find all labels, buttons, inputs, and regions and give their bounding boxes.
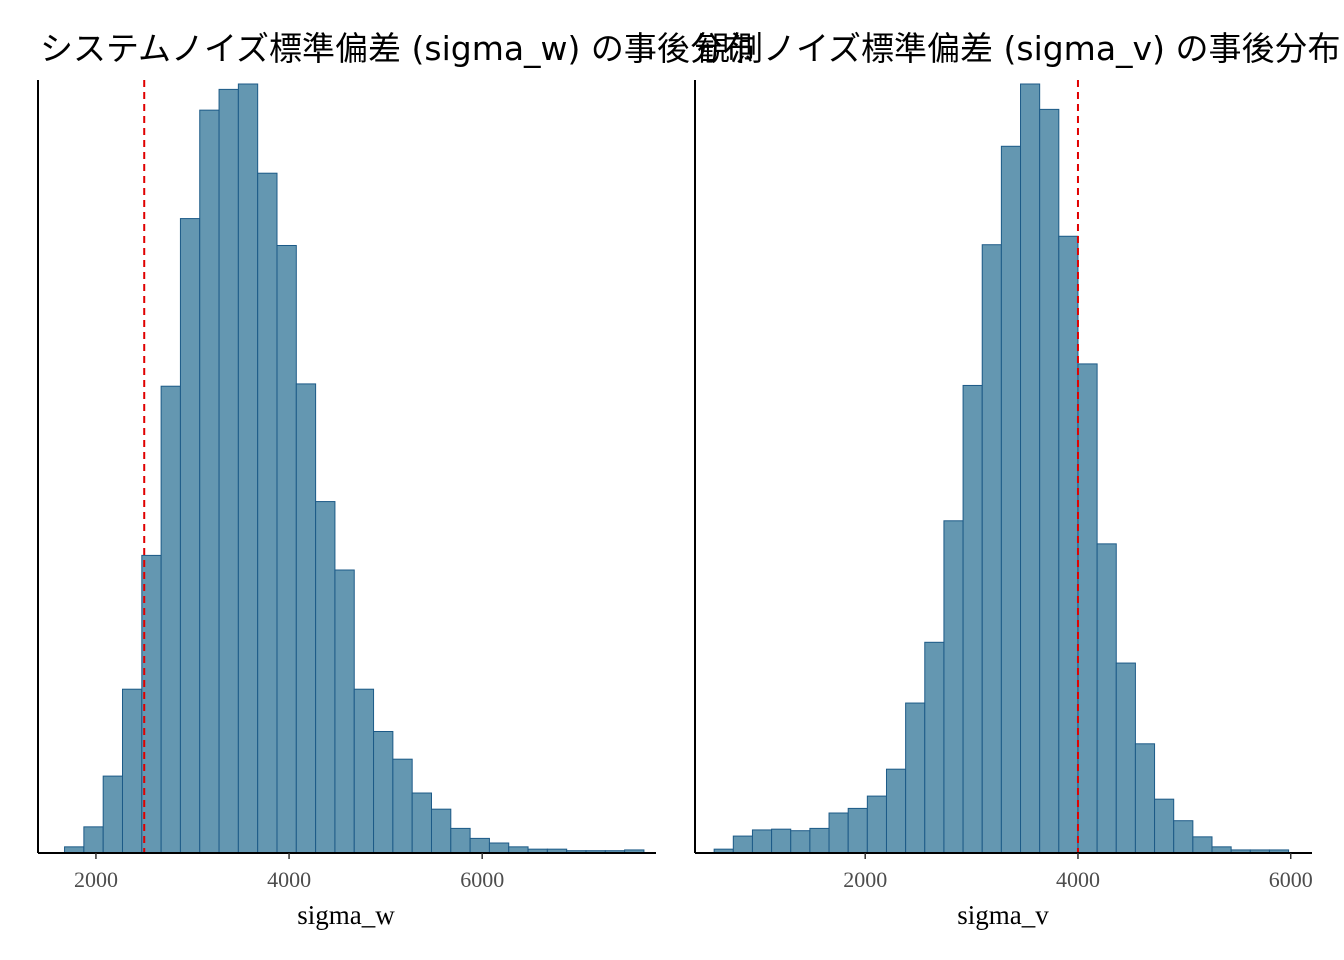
sigma-w-histogram-bar xyxy=(199,109,220,854)
sigma-v-x-ticks: 2000 4000 6000 xyxy=(843,853,1313,892)
sigma-w-x-tick-label: 6000 xyxy=(460,867,504,892)
sigma-w-histogram-bar xyxy=(160,385,181,854)
sigma-v-histogram-bar xyxy=(1000,145,1022,854)
sigma-w-histogram-bar xyxy=(315,501,336,854)
sigma-v-histogram-bar xyxy=(943,520,964,854)
sigma-w-histogram-bar xyxy=(411,792,432,854)
sigma-v-histogram-bar xyxy=(809,827,830,854)
sigma-w-histogram-bar xyxy=(102,775,123,854)
sigma-w-histogram-panel: システムノイズ標準偏差 (sigma_w) の事後分布 2000 4000 6000… xyxy=(37,29,756,930)
sigma-v-histogram-bar xyxy=(1039,108,1060,854)
sigma-w-histogram-bar xyxy=(334,569,355,854)
sigma-w-histogram-bar xyxy=(392,758,413,854)
sigma-v-histogram-bar xyxy=(981,244,1002,854)
sigma-v-bars xyxy=(713,83,1290,854)
sigma-v-histogram-bar xyxy=(847,807,868,854)
sigma-w-histogram-bar xyxy=(430,808,452,854)
sigma-w-histogram-bar xyxy=(218,88,239,854)
sigma-v-histogram-bar xyxy=(751,829,773,854)
sigma-w-histogram-bar xyxy=(488,842,510,854)
sigma-v-histogram-bar xyxy=(732,835,753,854)
sigma-v-histogram-bar xyxy=(1192,836,1213,854)
sigma-w-histogram-bar xyxy=(295,383,317,854)
sigma-v-histogram-bar xyxy=(962,384,983,854)
sigma-v-histogram-bar xyxy=(790,830,811,854)
sigma-v-x-tick-label: 6000 xyxy=(1269,867,1313,892)
sigma-v-histogram-panel: 観測ノイズ標準偏差 (sigma_v) の事後分布 2000 4000 6000 s… xyxy=(694,29,1340,930)
sigma-v-histogram-bar xyxy=(1173,820,1194,854)
sigma-v-histogram-bar xyxy=(1058,235,1079,854)
sigma-v-histogram-bar xyxy=(771,828,792,854)
sigma-v-histogram-bar xyxy=(1115,662,1136,854)
sigma-w-histogram-bar xyxy=(83,826,104,854)
sigma-w-histogram-bar xyxy=(121,688,143,854)
sigma-w-histogram-bar xyxy=(257,172,278,854)
sigma-w-histogram-bar xyxy=(237,83,259,854)
sigma-v-histogram-bar xyxy=(1154,798,1175,854)
sigma-w-x-tick-label: 2000 xyxy=(74,867,118,892)
sigma-w-x-ticks: 2000 4000 6000 xyxy=(74,853,504,892)
sigma-v-histogram-bar xyxy=(1096,543,1117,854)
sigma-w-histogram-bar xyxy=(373,730,394,854)
sigma-w-histogram-bar xyxy=(469,837,490,854)
sigma-w-x-axis-label: sigma_w xyxy=(297,900,395,930)
sigma-w-bars xyxy=(64,83,645,854)
sigma-v-x-tick-label: 4000 xyxy=(1056,867,1100,892)
sigma-w-histogram-bar xyxy=(353,688,375,854)
sigma-v-chart-title: 観測ノイズ標準偏差 (sigma_v) の事後分布 xyxy=(697,29,1340,68)
sigma-v-histogram-bar xyxy=(1020,83,1041,854)
sigma-w-histogram-bar xyxy=(276,244,297,854)
sigma-v-histogram-bar xyxy=(1134,743,1156,854)
sigma-w-chart-title: システムノイズ標準偏差 (sigma_w) の事後分布 xyxy=(40,29,756,68)
sigma-v-x-tick-label: 2000 xyxy=(843,867,887,892)
sigma-v-histogram-bar xyxy=(866,795,887,854)
sigma-v-histogram-bar xyxy=(1077,363,1098,854)
sigma-v-x-axis-label: sigma_v xyxy=(957,900,1049,930)
sigma-w-x-tick-label: 4000 xyxy=(267,867,311,892)
sigma-v-histogram-bar xyxy=(924,641,945,854)
sigma-w-histogram-bar xyxy=(450,827,471,854)
sigma-v-histogram-bar xyxy=(905,702,926,854)
sigma-v-histogram-bar xyxy=(885,768,907,854)
sigma-v-histogram-bar xyxy=(828,812,849,854)
sigma-w-histogram-bar xyxy=(179,218,201,854)
